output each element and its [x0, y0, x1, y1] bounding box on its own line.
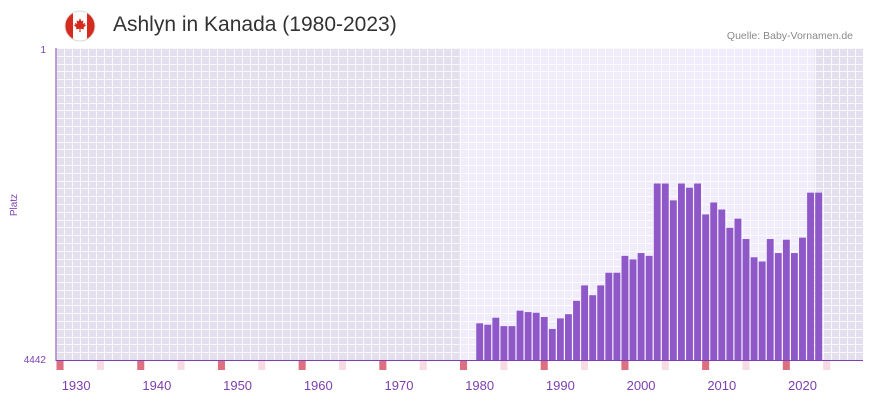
bar-2018: [782, 239, 790, 360]
bar-2009: [710, 202, 718, 360]
y-tick-top: 1: [40, 45, 46, 56]
decade-markers: [56, 360, 831, 370]
bar-1990: [556, 318, 564, 360]
year-marker-1963: [338, 360, 347, 370]
year-marker-1943: [177, 360, 185, 370]
bar-2021: [807, 192, 814, 360]
bar-1985: [516, 310, 524, 360]
x-tick-1980: 1980: [465, 378, 494, 393]
bar-1987: [532, 312, 540, 360]
bar-1998: [621, 255, 629, 360]
year-marker-1938: [137, 360, 145, 370]
year-marker-1973: [419, 360, 427, 370]
bar-2008: [702, 214, 710, 360]
chart-title: Ashlyn in Kanada (1980-2023): [113, 13, 397, 36]
axes: [55, 48, 863, 361]
bar-2017: [774, 253, 782, 360]
bar-2005: [677, 183, 685, 360]
bar-2016: [766, 239, 774, 360]
bar-1996: [605, 272, 613, 360]
bar-2000: [637, 253, 645, 360]
bar-1982: [492, 317, 500, 360]
year-marker-1978: [460, 360, 468, 370]
bar-2015: [758, 261, 766, 360]
bar-1986: [524, 312, 532, 360]
x-tick-1930: 1930: [62, 378, 91, 393]
year-marker-1958: [298, 360, 306, 370]
x-tick-labels: 1930 1940 1950 1960 1970 1980 1990 2000 2010 2020: [62, 378, 817, 393]
year-marker-1993: [581, 360, 589, 370]
year-marker-1983: [500, 360, 508, 370]
bar-2011: [726, 227, 734, 360]
x-tick-2010: 2010: [707, 378, 736, 393]
year-marker-2003: [661, 360, 669, 370]
bar-1995: [597, 285, 605, 360]
bar-1988: [540, 317, 548, 360]
bar-1983: [500, 326, 508, 360]
bar-2010: [718, 209, 726, 360]
chart-header: Ashlyn in Kanada (1980-2023) Quelle: Bab…: [0, 0, 873, 50]
x-tick-1970: 1970: [385, 378, 414, 393]
bar-1984: [508, 326, 516, 360]
bar-1989: [548, 328, 556, 360]
bar-1981: [484, 324, 492, 360]
year-marker-1998: [621, 360, 629, 370]
axis-labels: 1 4442 Platz: [9, 45, 46, 366]
bar-1992: [573, 300, 580, 360]
plot-grid: [56, 48, 864, 361]
bar-1991: [565, 314, 572, 360]
bar-2004: [669, 200, 677, 360]
bar-2007: [694, 183, 701, 360]
bar-2019: [790, 253, 798, 360]
year-marker-1988: [540, 360, 548, 370]
bar-2003: [661, 183, 669, 360]
bar-2013: [742, 239, 750, 360]
bar-2002: [653, 183, 661, 360]
year-marker-2023: [823, 360, 831, 370]
year-marker-1928: [56, 360, 64, 370]
x-tick-1940: 1940: [142, 378, 171, 393]
bar-2014: [750, 257, 758, 360]
canada-flag-icon: [64, 10, 96, 42]
x-tick-2000: 2000: [627, 378, 656, 393]
bar-1999: [629, 259, 637, 360]
bar-2022: [815, 192, 823, 360]
x-tick-1960: 1960: [304, 378, 333, 393]
bar-2012: [734, 218, 742, 360]
source-label: Quelle: Baby-Vornamen.de: [726, 30, 853, 42]
x-tick-1950: 1950: [223, 378, 252, 393]
year-marker-1968: [379, 360, 387, 370]
year-marker-1948: [217, 360, 225, 370]
bar-1994: [589, 295, 597, 360]
bar-1993: [581, 285, 589, 360]
bar-series: [476, 183, 823, 360]
y-tick-bottom: 4442: [24, 355, 47, 366]
year-marker-2013: [742, 360, 750, 370]
year-marker-2008: [702, 360, 710, 370]
x-tick-2020: 2020: [788, 378, 817, 393]
bar-1980: [476, 323, 484, 360]
y-axis-label: Platz: [9, 194, 20, 216]
year-marker-2018: [782, 360, 790, 370]
bar-2020: [799, 237, 806, 360]
year-marker-1953: [258, 360, 266, 370]
bar-2006: [686, 187, 693, 360]
year-marker-1933: [96, 360, 104, 370]
bar-2001: [645, 255, 653, 360]
bar-1997: [613, 272, 621, 360]
x-tick-1990: 1990: [546, 378, 575, 393]
